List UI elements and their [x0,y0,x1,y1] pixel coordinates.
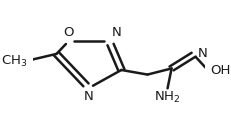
Text: O: O [63,26,74,39]
Text: CH$_3$: CH$_3$ [1,54,27,69]
Text: OH: OH [210,64,230,77]
Text: NH$_2$: NH$_2$ [154,90,180,105]
Text: N: N [111,26,121,39]
Text: N: N [196,47,206,60]
Text: N: N [84,90,93,103]
